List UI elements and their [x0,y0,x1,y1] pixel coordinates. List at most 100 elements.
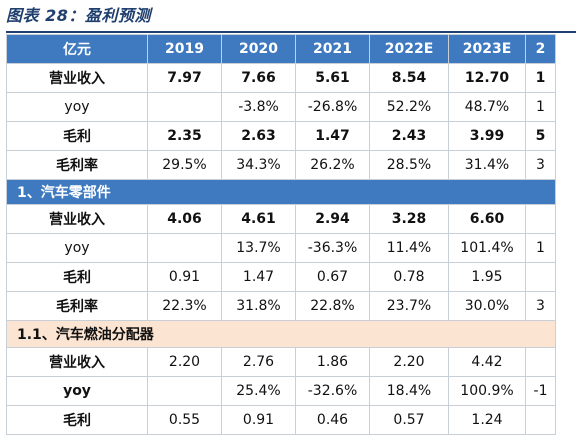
section-header-row: 1、汽车零部件 [6,179,556,205]
table-row: 毛利 0.55 0.91 0.46 0.57 1.24 [6,405,556,435]
row-label: 营业收入 [6,347,148,377]
cell: 0.57 [369,405,449,435]
cell: 6.60 [448,204,526,234]
table-row: 毛利 2.35 2.63 1.47 2.43 3.99 5 [6,121,556,151]
row-label: 营业收入 [6,204,148,234]
row-label: yoy [6,92,148,122]
cell: 1.95 [448,262,526,292]
cell: 2.20 [147,347,222,377]
figure-title: 图表 28：盈利预测 [6,6,151,25]
table-row: 营业收入 7.97 7.66 5.61 8.54 12.70 1 [6,63,556,93]
cell: 0.78 [369,262,449,292]
cell: 31.8% [221,291,296,321]
cell: -36.3% [295,233,370,263]
cell: 8.54 [369,63,449,93]
subsection-header-row: 1.1、汽车燃油分配器 [6,320,556,348]
cell: 1 [525,233,556,263]
cell [525,347,556,377]
cell: -32.6% [295,376,370,406]
row-label: 毛利率 [6,150,148,180]
cell: 0.46 [295,405,370,435]
row-label: 毛利 [6,405,148,435]
cell: 2.76 [221,347,296,377]
cell: 3 [525,291,556,321]
cell: 12.70 [448,63,526,93]
row-label: 毛利 [6,262,148,292]
cell: 22.3% [147,291,222,321]
cell: 2.20 [369,347,449,377]
cell: 100.9% [448,376,526,406]
cell: 22.8% [295,291,370,321]
cell: 28.5% [369,150,449,180]
cell: 0.55 [147,405,222,435]
cell: 11.4% [369,233,449,263]
row-label: yoy [6,233,148,263]
table-row: yoy 13.7% -36.3% 11.4% 101.4% 1 [6,233,556,263]
cell: 5.61 [295,63,370,93]
cell: 0.67 [295,262,370,292]
row-label: yoy [6,376,148,406]
cell: 1.24 [448,405,526,435]
cell [525,204,556,234]
table-row: 毛利 0.91 1.47 0.67 0.78 1.95 [6,262,556,292]
header-cell: 亿元 [6,34,148,64]
header-cell: 2019 [147,34,222,64]
cell: 1 [525,92,556,122]
cell [147,92,222,122]
cell: 3.28 [369,204,449,234]
cell: 3.99 [448,121,526,151]
cell: 48.7% [448,92,526,122]
cell: 7.66 [221,63,296,93]
cell: 52.2% [369,92,449,122]
cell: 2.35 [147,121,222,151]
cell: 1.86 [295,347,370,377]
table-row: 毛利率 22.3% 31.8% 22.8% 23.7% 30.0% 3 [6,291,556,321]
header-cell: 2023E [448,34,526,64]
cell: 31.4% [448,150,526,180]
table-row: 毛利率 29.5% 34.3% 26.2% 28.5% 31.4% 3 [6,150,556,180]
cell: 23.7% [369,291,449,321]
table-row: yoy 25.4% -32.6% 18.4% 100.9% -1 [6,376,556,406]
cell: 4.42 [448,347,526,377]
header-row: 亿元 2019 2020 2021 2022E 2023E 2 [6,34,556,64]
cell [147,233,222,263]
cell: 1 [525,63,556,93]
cell: 5 [525,121,556,151]
cell: 2.43 [369,121,449,151]
cell: 4.06 [147,204,222,234]
table-row: yoy -3.8% -26.8% 52.2% 48.7% 1 [6,92,556,122]
row-label: 营业收入 [6,63,148,93]
cell: -3.8% [221,92,296,122]
cell: 1.47 [295,121,370,151]
row-label: 毛利率 [6,291,148,321]
header-cell: 2021 [295,34,370,64]
cell: -1 [525,376,556,406]
cell: 0.91 [147,262,222,292]
row-label: 毛利 [6,121,148,151]
header-cell: 2022E [369,34,449,64]
table-row: 营业收入 2.20 2.76 1.86 2.20 4.42 [6,347,556,377]
cell: -26.8% [295,92,370,122]
cell: 101.4% [448,233,526,263]
cell: 18.4% [369,376,449,406]
cell: 1.47 [221,262,296,292]
cell: 4.61 [221,204,296,234]
cell: 3 [525,150,556,180]
cell: 7.97 [147,63,222,93]
section-title: 1、汽车零部件 [6,179,556,205]
cell: 0.91 [221,405,296,435]
cell: 30.0% [448,291,526,321]
cell: 29.5% [147,150,222,180]
header-cell: 2020 [221,34,296,64]
title-rule [6,31,576,33]
cell: 2.63 [221,121,296,151]
profit-forecast-table: 亿元 2019 2020 2021 2022E 2023E 2 营业收入 7.9… [6,34,556,435]
cell: 34.3% [221,150,296,180]
cell: 2.94 [295,204,370,234]
cell: 25.4% [221,376,296,406]
cell [147,376,222,406]
subsection-title: 1.1、汽车燃油分配器 [6,320,556,348]
table-row: 营业收入 4.06 4.61 2.94 3.28 6.60 [6,204,556,234]
cell: 13.7% [221,233,296,263]
cell [525,405,556,435]
